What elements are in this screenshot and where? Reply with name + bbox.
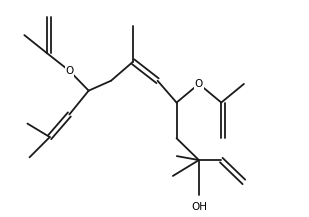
Text: O: O — [195, 79, 203, 89]
Text: OH: OH — [191, 202, 207, 212]
Text: O: O — [65, 66, 74, 76]
